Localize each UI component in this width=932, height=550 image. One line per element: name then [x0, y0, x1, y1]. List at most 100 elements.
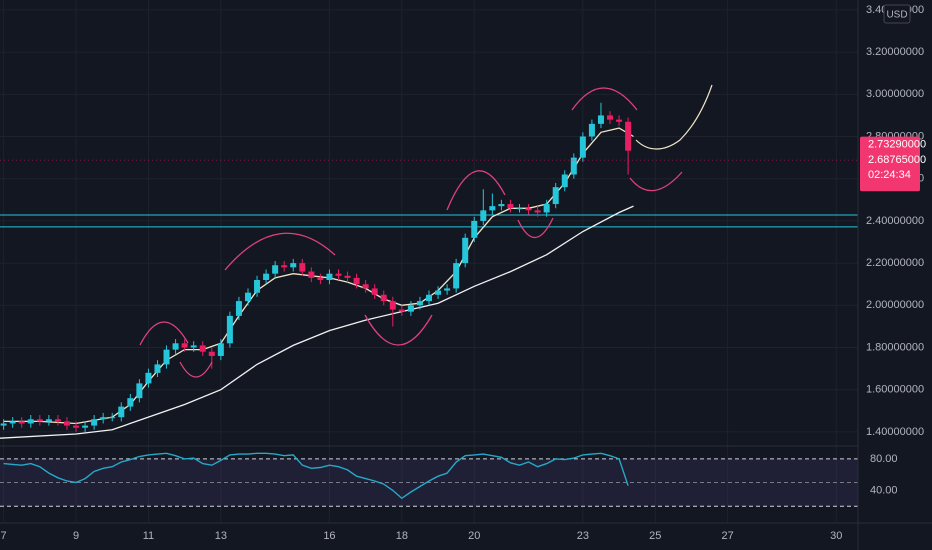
candle-body: [588, 123, 595, 137]
candle-body: [407, 305, 414, 312]
candle-body: [190, 345, 197, 348]
candle-body: [426, 294, 432, 302]
candle-body: [516, 208, 523, 210]
candle-body: [118, 406, 125, 418]
candle-body: [145, 372, 152, 384]
candle-body: [226, 315, 233, 344]
candle-body: [18, 421, 25, 424]
price-label: 2.68765000: [868, 154, 926, 166]
candle-body: [362, 284, 369, 289]
candle-body: [317, 277, 324, 280]
x-tick-label: 25: [649, 530, 661, 542]
y-tick-label: 1.80000000: [866, 341, 924, 353]
candle-body: [616, 119, 623, 122]
candle-body: [154, 364, 161, 373]
rsi-tick-label: 40.00: [870, 484, 898, 496]
x-tick-label: 11: [143, 530, 154, 542]
drawings: [139, 87, 683, 378]
candle-body: [54, 419, 61, 422]
candle-body: [534, 210, 541, 213]
candle-body: [27, 419, 34, 424]
candle-body: [489, 206, 496, 211]
y-tick-label: 3.20000000: [866, 46, 924, 58]
x-tick-label: 7: [1, 530, 7, 542]
candle-body: [453, 263, 460, 289]
candle-body: [308, 271, 315, 278]
candle-body: [480, 210, 487, 221]
candle-body: [172, 343, 179, 350]
candle-body: [127, 398, 134, 407]
projection-drawing: [635, 84, 713, 150]
candle-body: [579, 136, 586, 158]
y-tick-label: 2.20000000: [866, 257, 924, 269]
candle-body: [471, 220, 478, 238]
candle-body: [100, 417, 107, 420]
countdown: 02:24:34: [868, 169, 911, 181]
y-tick-label: 2.40000000: [866, 215, 924, 227]
candle-body: [136, 383, 143, 399]
rsi-tick-label: 80.00: [870, 453, 898, 465]
candle-body: [281, 265, 288, 268]
candle-body: [344, 275, 351, 278]
candle-body: [73, 425, 80, 428]
candle-body: [380, 294, 387, 302]
candle-body: [109, 417, 116, 419]
x-tick-label: 9: [73, 530, 79, 542]
candle-body: [435, 290, 442, 295]
candle-body: [254, 279, 261, 293]
y-tick-label: 3.00000000: [866, 88, 924, 100]
candle-body: [416, 301, 423, 306]
candle-body: [45, 419, 52, 422]
rsi-line: [3, 452, 629, 500]
arc-drawing: [571, 87, 638, 111]
x-tick-label: 20: [468, 530, 480, 542]
candle-body: [561, 174, 568, 188]
plot: [0, 102, 858, 500]
arc-drawing: [179, 361, 213, 378]
candle-body: [208, 351, 215, 356]
grid: [0, 0, 858, 523]
candle-body: [36, 419, 43, 422]
candle-body: [91, 419, 98, 426]
candle-body: [398, 309, 405, 312]
x-tick-label: 13: [215, 530, 227, 542]
candle-body: [82, 425, 89, 428]
candle-body: [525, 208, 532, 211]
candle-body: [217, 343, 224, 356]
candle-body: [326, 273, 333, 280]
candle-body: [507, 204, 514, 209]
candle-body: [498, 204, 505, 207]
price-label: 2.73290000: [868, 139, 926, 151]
arc-drawing: [364, 314, 433, 346]
candle-body: [462, 237, 469, 264]
candle-body: [235, 301, 242, 316]
candle-body: [244, 292, 251, 302]
y-tick-label: 2.00000000: [866, 299, 924, 311]
x-tick-label: 30: [830, 530, 842, 542]
candle-body: [0, 423, 7, 426]
candle-body: [570, 157, 577, 175]
candle-body: [597, 115, 604, 124]
candle-body: [163, 349, 170, 365]
y-tick-label: 1.60000000: [866, 384, 924, 396]
arc-drawing: [224, 232, 336, 271]
candle-body: [625, 121, 632, 151]
candle-body: [389, 301, 396, 310]
arc-drawing: [517, 217, 554, 239]
arc-drawing: [446, 170, 506, 211]
candle-body: [263, 273, 270, 280]
currency: USD: [886, 10, 907, 21]
x-tick-label: 16: [323, 530, 335, 542]
arc-drawing: [139, 321, 189, 346]
candle-body: [607, 115, 614, 120]
moving-average: [0, 205, 634, 439]
candle-body: [444, 288, 451, 291]
candle-body: [353, 277, 360, 285]
arc-drawing: [629, 171, 683, 192]
candle-body: [299, 263, 306, 272]
candle-body: [272, 265, 279, 274]
candle-body: [371, 288, 378, 295]
